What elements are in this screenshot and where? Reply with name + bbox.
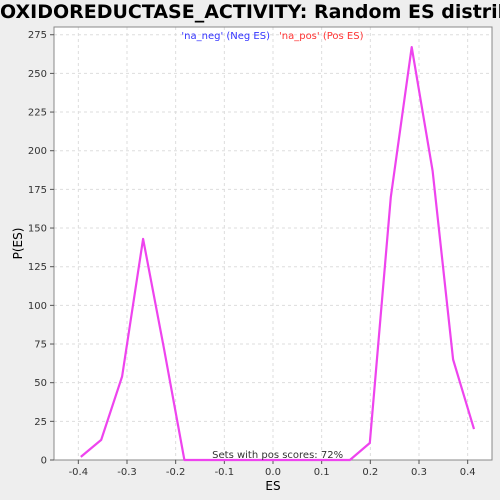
legend: 'na_neg' (Neg ES) 'na_pos' (Pos ES) (181, 31, 363, 42)
y-tick-label: 100 (28, 301, 47, 312)
x-tick-label: 0.2 (362, 467, 378, 478)
y-tick-label: 50 (34, 378, 47, 389)
legend-entry-neg: 'na_neg' (Neg ES) (181, 31, 270, 42)
x-tick-label: -0.3 (117, 467, 137, 478)
x-tick-label: -0.2 (166, 467, 186, 478)
series-line (80, 45, 476, 462)
x-tick-label: -0.4 (69, 467, 89, 478)
grid-lines (54, 27, 492, 460)
axes: 0 25 50 75 100 125 150 175 200 225 250 275 -0.4 -0.3 -… (28, 26, 493, 478)
y-axis-label: P(ES) (11, 228, 25, 260)
y-tick-label: 250 (28, 69, 47, 80)
y-tick-label: 125 (28, 262, 47, 273)
y-tick-label: 75 (34, 340, 47, 351)
x-tick-label: 0.3 (411, 467, 427, 478)
y-tick-label: 0 (41, 456, 47, 467)
x-tick-label: -0.1 (215, 467, 235, 478)
series-group (80, 45, 476, 462)
legend-entry-pos: 'na_pos' (Pos ES) (279, 31, 364, 42)
y-tick-label: 225 (28, 108, 47, 119)
y-tick-label: 175 (28, 185, 47, 196)
x-tick-label: 0.1 (314, 467, 330, 478)
x-tick-label: 0.0 (265, 467, 281, 478)
y-tick-label: 200 (28, 146, 47, 157)
y-tick-label: 150 (28, 224, 47, 235)
x-axis-label: ES (265, 479, 280, 493)
chart-title: OXIDOREDUCTASE_ACTIVITY: Random ES distr… (0, 1, 500, 23)
annotation-text: Sets with pos scores: 72% (212, 450, 343, 461)
x-tick-label: 0.4 (460, 467, 476, 478)
y-tick-label: 275 (28, 30, 47, 41)
y-tick-label: 25 (34, 417, 47, 428)
